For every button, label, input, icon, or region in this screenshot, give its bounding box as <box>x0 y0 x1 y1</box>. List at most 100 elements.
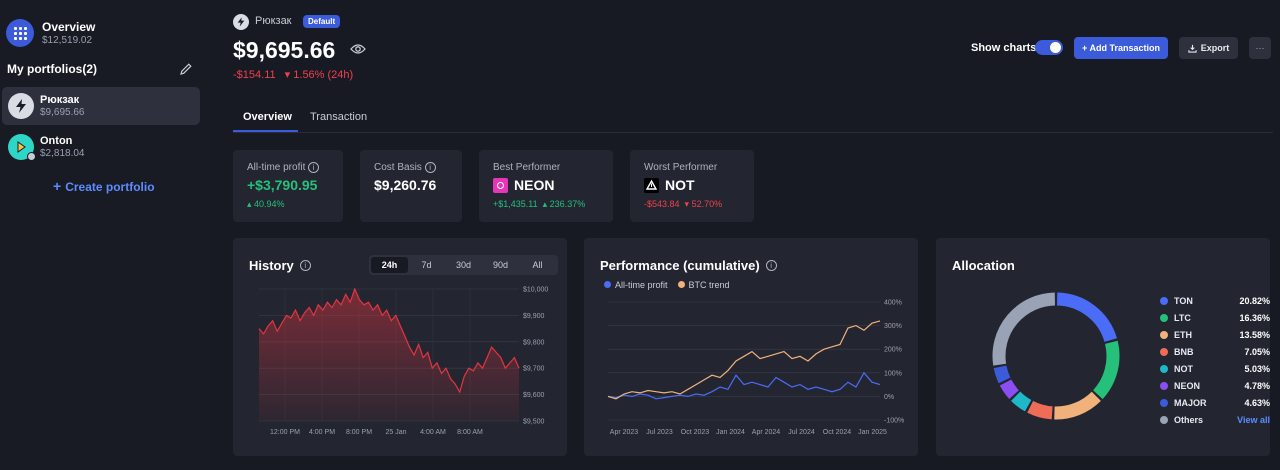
allocation-item-major: MAJOR 4.63% <box>1160 394 1270 411</box>
eye-icon[interactable] <box>350 43 366 55</box>
portfolio-item-onton[interactable]: Onton $2,818.04 <box>2 128 200 166</box>
performance-chart[interactable]: 400% 300% 200% 100% 0% -100% Apr 2023 Jul 2023 O… <box>584 238 918 456</box>
my-portfolios-label: My portfolios(2) <box>7 62 97 76</box>
x-tick-label: Jul 2024 <box>788 429 815 436</box>
view-all-link[interactable]: View all <box>1237 414 1270 425</box>
x-tick-label: 12:00 PM <box>270 429 300 436</box>
allocation-pct: 16.36% <box>1239 312 1270 323</box>
range-30d[interactable]: 30d <box>455 260 472 270</box>
all-time-profit-card: All-time profit i +$3,790.95 ▴ 40.94% <box>233 150 343 222</box>
tab-transaction[interactable]: Transaction <box>310 111 368 123</box>
range-7d[interactable]: 7d <box>421 260 432 270</box>
x-tick-label: 25 Jan <box>385 429 406 436</box>
allocation-panel: Allocation TON 20.82% LTC 16.36% ETH 13.58% BN… <box>936 238 1270 456</box>
lightning-icon <box>233 14 249 30</box>
legend-dot <box>1160 398 1168 407</box>
more-button[interactable]: ··· <box>1249 37 1271 59</box>
worst-performer-card: Worst Performer NOT -$543.84 ▾ 52.70% <box>630 150 754 222</box>
allocation-donut[interactable] <box>936 238 1136 456</box>
portfolio-name: Onton <box>40 135 73 147</box>
allocation-pct: 4.78% <box>1244 380 1270 391</box>
show-charts-toggle[interactable] <box>1035 40 1063 55</box>
best-token: NEON <box>493 177 599 193</box>
allocation-pct: 13.58% <box>1239 329 1270 340</box>
card-label: Cost Basis i <box>374 162 448 173</box>
range-selector: 24h 7d 30d 90d All <box>369 255 558 275</box>
edit-icon[interactable] <box>178 61 194 77</box>
legend-dot <box>1160 313 1168 322</box>
y-tick-label: $9,500 <box>523 419 545 426</box>
down-arrow-icon: ▾ <box>284 69 291 81</box>
x-tick-label: 4:00 PM <box>309 429 335 436</box>
x-tick-label: 8:00 PM <box>346 429 372 436</box>
y-tick-label: $9,800 <box>523 339 545 346</box>
allocation-item-bnb: BNB 7.05% <box>1160 343 1270 360</box>
donut-slice-ltc <box>1092 340 1120 400</box>
legend-dot <box>1160 381 1168 390</box>
allocation-item-ltc: LTC 16.36% <box>1160 309 1270 326</box>
range-all[interactable]: All <box>532 260 543 270</box>
legend-item: BTC trend <box>677 280 730 290</box>
y-tick-label: -100% <box>884 418 904 425</box>
allocation-name: Others <box>1174 414 1204 425</box>
history-panel: History i 24h 7d 30d 90d All $10,000 $9,9… <box>233 238 567 456</box>
allocation-item-others: Others View all <box>1160 411 1270 428</box>
legend-dot <box>1160 347 1168 356</box>
profit-line <box>607 371 881 400</box>
portfolio-item-ryukzak[interactable]: Рюкзак $9,695.66 <box>2 87 200 125</box>
allocation-pct: 20.82% <box>1239 295 1270 306</box>
y-tick-label: 300% <box>884 323 902 330</box>
range-24h[interactable]: 24h <box>371 257 408 273</box>
allocation-item-not: NOT 5.03% <box>1160 360 1270 377</box>
legend-dot <box>1160 364 1168 373</box>
allocation-pct: 4.63% <box>1244 397 1270 408</box>
donut-slice-ton <box>1056 292 1117 343</box>
info-icon[interactable]: i <box>424 162 436 173</box>
y-tick-label: $10,000 <box>523 287 548 294</box>
lightning-icon <box>8 93 34 119</box>
history-chart[interactable]: $10,000 $9,900 $9,800 $9,700 $9,600 $9,500 12:… <box>233 238 567 456</box>
allocation-name: NEON <box>1174 380 1201 391</box>
default-badge: Default <box>303 15 341 28</box>
not-logo-icon <box>644 177 659 193</box>
performance-panel: Performance (cumulative) i All-time prof… <box>584 238 918 456</box>
neon-logo-icon <box>493 177 508 193</box>
donut-slice-major <box>993 365 1011 384</box>
history-title: History i <box>249 258 311 273</box>
performance-legend: All-time profit BTC trend <box>604 280 730 290</box>
badge-icon <box>27 152 36 161</box>
tab-overview[interactable]: Overview <box>243 111 292 123</box>
y-tick-label: $9,700 <box>523 366 545 373</box>
info-icon[interactable]: i <box>308 162 320 173</box>
cost-basis-value: $9,260.76 <box>374 177 437 193</box>
add-transaction-button[interactable]: + Add Transaction <box>1074 37 1168 59</box>
legend-dot <box>1160 296 1168 305</box>
x-tick-label: Apr 2023 <box>610 429 639 436</box>
worst-change: -$543.84 ▾ 52.70% <box>644 199 723 209</box>
x-tick-label: 8:00 AM <box>457 429 483 436</box>
portfolio-value: $2,818.04 <box>40 148 85 159</box>
allocation-name: ETH <box>1174 329 1192 340</box>
donut-slice-neon <box>999 379 1019 400</box>
overview-value: $12,519.02 <box>42 35 93 46</box>
export-button[interactable]: Export <box>1179 37 1238 59</box>
y-tick-label: 400% <box>884 300 902 307</box>
allocation-name: LTC <box>1174 312 1191 323</box>
portfolio-value: $9,695.66 <box>40 107 85 118</box>
btc-line <box>607 320 881 400</box>
x-tick-label: 4:00 AM <box>420 429 446 436</box>
overview-title: Overview <box>42 20 96 34</box>
info-icon[interactable]: i <box>765 260 777 271</box>
portfolio-name: Рюкзак <box>40 94 80 106</box>
onton-logo-icon <box>8 134 36 161</box>
range-90d[interactable]: 90d <box>492 260 509 270</box>
create-portfolio-button[interactable]: + Create portfolio <box>53 178 155 194</box>
show-charts-label: Show charts <box>971 42 1037 54</box>
x-tick-label: Jan 2024 <box>716 429 745 436</box>
x-tick-label: Jan 2025 <box>858 429 887 436</box>
best-change: +$1,435.11 ▴ 236.37% <box>493 199 586 209</box>
sidebar-overview[interactable]: Overview $12,519.02 <box>6 19 95 47</box>
best-performer-card: Best Performer NEON +$1,435.11 ▴ 236.37% <box>479 150 613 222</box>
info-icon[interactable]: i <box>299 260 311 271</box>
allocation-item-eth: ETH 13.58% <box>1160 326 1270 343</box>
